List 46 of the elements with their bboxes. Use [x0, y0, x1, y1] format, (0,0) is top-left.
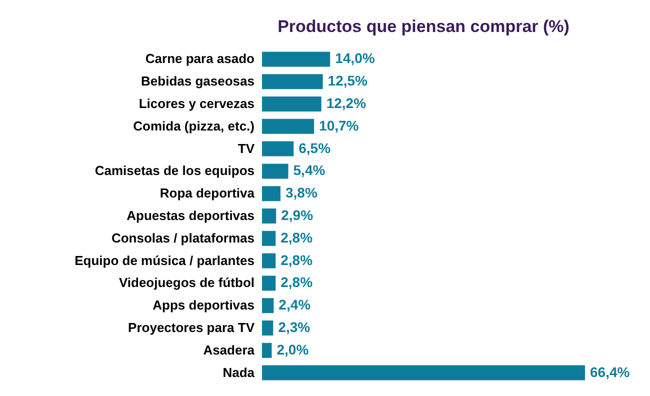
bar — [262, 365, 585, 380]
y-tick-label: Apps deportivas — [152, 298, 254, 313]
data-label: 2,4% — [278, 296, 312, 313]
bar — [262, 96, 322, 112]
data-label: 10,7% — [319, 117, 360, 134]
data-label: 12,2% — [326, 95, 367, 111]
bar — [262, 164, 288, 179]
bar — [262, 230, 276, 246]
data-label: 2,0% — [276, 341, 310, 358]
data-label: 14,0% — [335, 50, 376, 66]
bar — [262, 208, 276, 224]
data-label: 3,8% — [285, 184, 318, 201]
y-tick-label: TV — [238, 140, 255, 156]
y-tick-label: Apuestas deportivas — [126, 208, 254, 223]
y-tick-label: Videojuegos de fútbol — [118, 275, 254, 290]
bar — [262, 186, 280, 202]
bar — [262, 141, 294, 156]
y-tick-label: Licores y cervezas — [138, 96, 254, 111]
y-tick-label: Nada — [222, 364, 256, 380]
bar — [262, 276, 276, 291]
data-label: 2,9% — [281, 207, 314, 223]
data-label: 6,5% — [298, 140, 332, 156]
y-tick-label: Asadera — [203, 342, 256, 358]
bar — [262, 320, 274, 336]
y-tick-label: Bebidas gaseosas — [141, 74, 254, 89]
bar — [262, 342, 272, 358]
bar — [262, 52, 330, 67]
data-label: 2,8% — [280, 274, 314, 290]
bar — [262, 74, 323, 90]
bar — [262, 253, 276, 268]
bar — [262, 118, 314, 134]
chart-title: Productos que piensan comprar (%) — [278, 17, 570, 36]
data-label: 66,4% — [590, 364, 630, 380]
y-tick-label: Proyectores para TV — [128, 320, 255, 335]
y-tick-label: Comida (pizza, etc.) — [133, 118, 254, 134]
data-label: 12,5% — [328, 72, 368, 89]
y-tick-label: Consolas / plataformas — [111, 230, 254, 246]
y-tick-label: Equipo de música / parlantes — [74, 252, 254, 268]
bar — [262, 298, 274, 314]
y-tick-label: Ropa deportiva — [160, 186, 256, 201]
data-label: 5,4% — [293, 162, 326, 178]
data-label: 2,8% — [280, 229, 314, 246]
y-tick-label: Carne para asado — [145, 51, 255, 66]
data-label: 2,8% — [280, 252, 314, 268]
data-label: 2,3% — [278, 319, 311, 335]
y-tick-label: Camisetas de los equipos — [94, 163, 254, 178]
